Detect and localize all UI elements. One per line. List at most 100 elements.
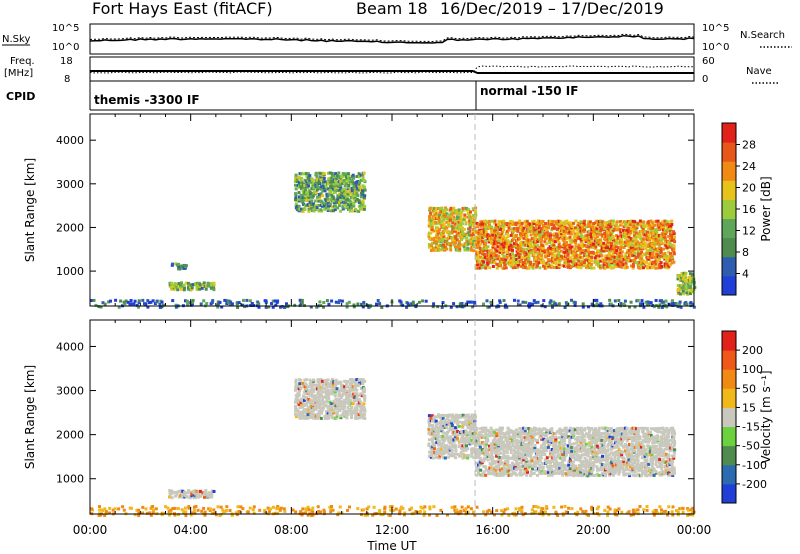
- velocity-cell: [350, 406, 354, 409]
- power-cell: [348, 207, 352, 211]
- power-cell: [548, 232, 552, 236]
- velocity-cell: [479, 468, 483, 472]
- power-cell: [475, 252, 479, 256]
- velocity-cell: [495, 432, 499, 436]
- velocity-cell: [457, 424, 461, 428]
- power-cell: [557, 266, 561, 269]
- velocity-cell: [575, 449, 579, 453]
- velocity-cell: [361, 403, 365, 407]
- power-cell: [602, 264, 606, 268]
- power-cell: [683, 273, 687, 277]
- velocity-cell: [568, 467, 572, 471]
- velocity-cell: [452, 427, 456, 431]
- power-colorbar-label: Power [dB]: [759, 176, 773, 241]
- velocity-cell: [343, 413, 347, 417]
- velocity-cell: [525, 449, 529, 453]
- velocity-cell: [450, 448, 454, 452]
- velocity-cell: [533, 446, 537, 450]
- power-cell: [346, 190, 350, 194]
- power-colorbar-segment: [722, 123, 736, 143]
- power-cell: [300, 207, 303, 211]
- power-cell: [545, 225, 548, 229]
- power-cell: [563, 306, 567, 309]
- velocity-cell: [436, 430, 440, 434]
- velocity-cell: [304, 378, 308, 382]
- power-cell: [609, 219, 613, 223]
- velocity-cell: [493, 440, 497, 444]
- power-cell: [345, 195, 349, 199]
- power-cell: [606, 265, 610, 268]
- velocity-cell: [326, 414, 330, 418]
- velocity-cell: [539, 456, 543, 460]
- power-cell: [433, 241, 436, 245]
- power-cell: [589, 224, 593, 228]
- velocity-cell: [446, 447, 450, 451]
- power-cell: [452, 218, 456, 222]
- velocity-cell: [427, 454, 431, 458]
- power-cell: [643, 237, 647, 241]
- power-cell: [607, 233, 611, 237]
- power-cell: [638, 266, 642, 270]
- power-cell: [509, 247, 513, 251]
- power-cell: [182, 283, 186, 287]
- power-cell: [301, 201, 305, 205]
- velocity-cell: [540, 437, 544, 441]
- power-cell: [525, 234, 529, 238]
- velocity-cell: [505, 467, 509, 471]
- power-cell: [488, 266, 492, 270]
- power-cell: [427, 245, 431, 249]
- velocity-cell: [352, 387, 355, 391]
- velocity-cell: [511, 472, 515, 476]
- velocity-cell: [481, 428, 484, 432]
- velocity-cell: [536, 438, 539, 442]
- velocity-cell: [565, 436, 568, 440]
- velocity-cell: [456, 419, 460, 423]
- velocity-cell: [512, 430, 516, 434]
- velocity-cell: [502, 455, 506, 459]
- power-cell: [688, 279, 692, 282]
- power-cell: [663, 303, 667, 307]
- velocity-cell: [463, 443, 466, 447]
- power-cell: [561, 264, 565, 268]
- power-cell: [636, 235, 640, 239]
- power-cell: [609, 228, 613, 232]
- velocity-region: [427, 413, 478, 460]
- velocity-cell: [465, 435, 469, 439]
- power-cell: [577, 245, 581, 249]
- power-cell: [442, 243, 445, 247]
- velocity-cell: [484, 451, 488, 455]
- power-cell: [295, 178, 299, 182]
- power-cell: [305, 174, 309, 178]
- power-cell: [539, 260, 543, 264]
- power-cell: [188, 285, 192, 289]
- power-cell: [463, 215, 467, 219]
- power-cell: [511, 227, 515, 231]
- power-cell: [642, 240, 646, 244]
- power-cell: [328, 179, 332, 183]
- velocity-cell: [568, 441, 572, 444]
- power-cell: [583, 262, 587, 266]
- power-cell: [350, 202, 354, 206]
- power-cell: [688, 272, 692, 276]
- power-cell: [421, 299, 425, 303]
- velocity-cell: [527, 450, 531, 453]
- power-cell: [646, 300, 650, 304]
- power-cell: [361, 192, 365, 196]
- velocity-cell: [328, 406, 332, 410]
- power-cell: [692, 305, 696, 309]
- power-cell: [586, 241, 590, 245]
- power-cell: [648, 262, 652, 266]
- velocity-cell: [497, 437, 501, 441]
- power-cell: [447, 232, 451, 236]
- power-cell: [431, 237, 435, 241]
- power-cell: [568, 238, 572, 242]
- velocity-cell: [475, 473, 479, 477]
- power-cell: [498, 261, 502, 265]
- velocity-cell: [472, 447, 475, 451]
- power-cell: [436, 215, 440, 219]
- power-cell: [523, 263, 527, 266]
- velocity-cell: [468, 434, 472, 438]
- power-cell: [352, 189, 356, 193]
- velocity-cell: [466, 426, 470, 429]
- power-cell: [355, 181, 359, 185]
